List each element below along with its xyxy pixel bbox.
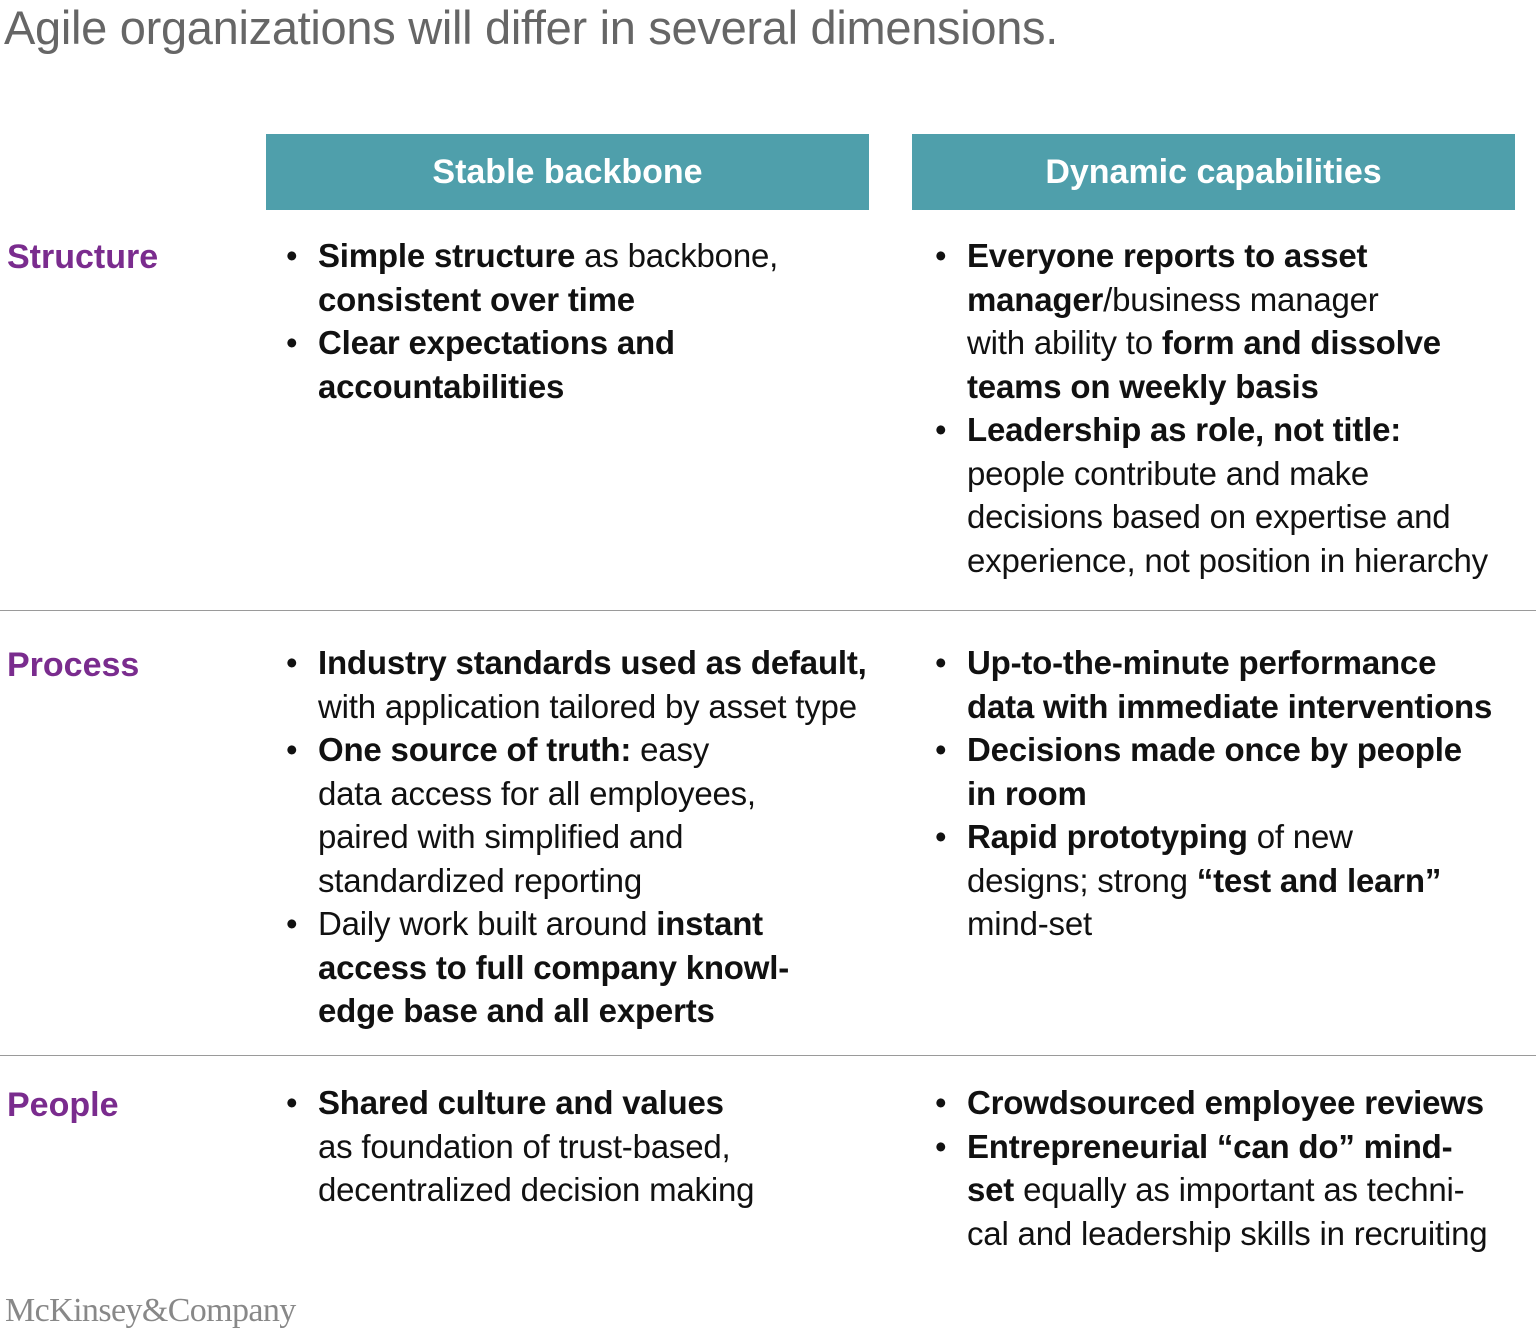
row-label-structure: Structure [7,238,159,276]
mckinsey-logo: McKinsey&Company [5,1292,296,1329]
bullet-item: Entrepreneurial “can do” mind-set equall… [935,1125,1535,1256]
bold-text: in room [967,774,1087,812]
bold-text: Shared culture and values [318,1084,724,1121]
bold-text: access to full company knowl- [318,948,789,986]
bold-text: Crowdsourced employee reviews [967,1084,1484,1121]
bold-text: Rapid prototyping [967,818,1248,855]
text: easy [631,731,710,768]
bold-text: form and dissolve [1161,324,1441,361]
text: experience, not position in hierarchy [967,541,1488,579]
bold-text: Entrepreneurial “can do” mind- [967,1127,1453,1165]
text: mind-set [967,905,1092,942]
text: standardized reporting [318,861,642,899]
text: data access for all employees, [318,774,756,812]
bold-text: instant [656,905,763,942]
bold-text: Simple structure [318,237,576,274]
cell-process-stable: Industry standards used as default, with … [286,641,926,1033]
bullet-item: Clear expectations and accountabilities [286,321,886,408]
bold-text: Industry standards used as default, [318,644,867,681]
bullet-item: Simple structure as backbone, consistent … [286,234,886,321]
column-header-dynamic-capabilities: Dynamic capabilities [912,134,1515,210]
text: with application tailored by asset type [318,687,857,725]
cell-people-dynamic: Crowdsourced employee reviews Entrepreneu… [935,1081,1535,1255]
bold-text: “test and learn” [1196,861,1442,899]
bold-text: Up-to-the-minute performance [967,644,1437,681]
text: equally as important as techni- [1014,1171,1465,1208]
text: as foundation of trust-based, [318,1127,731,1165]
cell-structure-stable: Simple structure as backbone, consistent … [286,234,886,408]
bullet-item: Industry standards used as default, with … [286,641,926,728]
row-divider [0,1055,1536,1056]
text: cal and leadership skills in recruiting [967,1214,1488,1252]
bullet-item: One source of truth: easy data access for… [286,728,926,902]
bold-text: Everyone reports to asset [967,237,1368,274]
text: Daily work built around [318,905,657,942]
bold-text: set [967,1171,1015,1208]
cell-process-dynamic: Up-to-the-minute performance data with im… [935,641,1535,946]
text: paired with simplified and [318,818,684,855]
bold-text: data with immediate interventions [967,687,1493,725]
row-label-people: People [7,1086,119,1124]
bullet-item: Up-to-the-minute performance data with im… [935,641,1535,728]
bold-text: manager [967,280,1104,318]
bold-text: Decisions made once by people [967,731,1462,768]
bullet-item: Daily work built around instant access to… [286,902,926,1033]
cell-people-stable: Shared culture and values as foundation o… [286,1081,886,1212]
bold-text: accountabilities [318,367,565,405]
text: designs; strong [967,861,1197,899]
bold-text: Clear expectations and [318,324,675,361]
text: /business manager [1103,280,1379,318]
bullet-item: Shared culture and values as foundation o… [286,1081,886,1212]
text: people contribute and make [967,454,1370,492]
text: decisions based on expertise and [967,498,1451,535]
bullet-item: Everyone reports to asset manager/busines… [935,234,1535,408]
text: decentralized decision making [318,1171,755,1208]
bold-text: edge base and all experts [318,992,715,1029]
bold-text: One source of truth: [318,731,632,768]
page-title: Agile organizations will differ in sever… [4,1,1059,54]
bullet-item: Crowdsourced employee reviews [935,1081,1535,1125]
column-header-stable-backbone: Stable backbone [266,134,869,210]
bold-text: Leadership as role, not title: [967,411,1402,448]
text: as backbone, [575,237,779,274]
row-label-process: Process [7,646,140,684]
bullet-item: Decisions made once by people in room [935,728,1535,815]
bold-text: teams on weekly basis [967,367,1319,405]
row-divider [0,610,1536,611]
text: with ability to [967,324,1162,361]
cell-structure-dynamic: Everyone reports to asset manager/busines… [935,234,1535,582]
text: of new [1247,818,1353,855]
bold-text: consistent over time [318,280,635,318]
bullet-item: Leadership as role, not title: people con… [935,408,1535,582]
